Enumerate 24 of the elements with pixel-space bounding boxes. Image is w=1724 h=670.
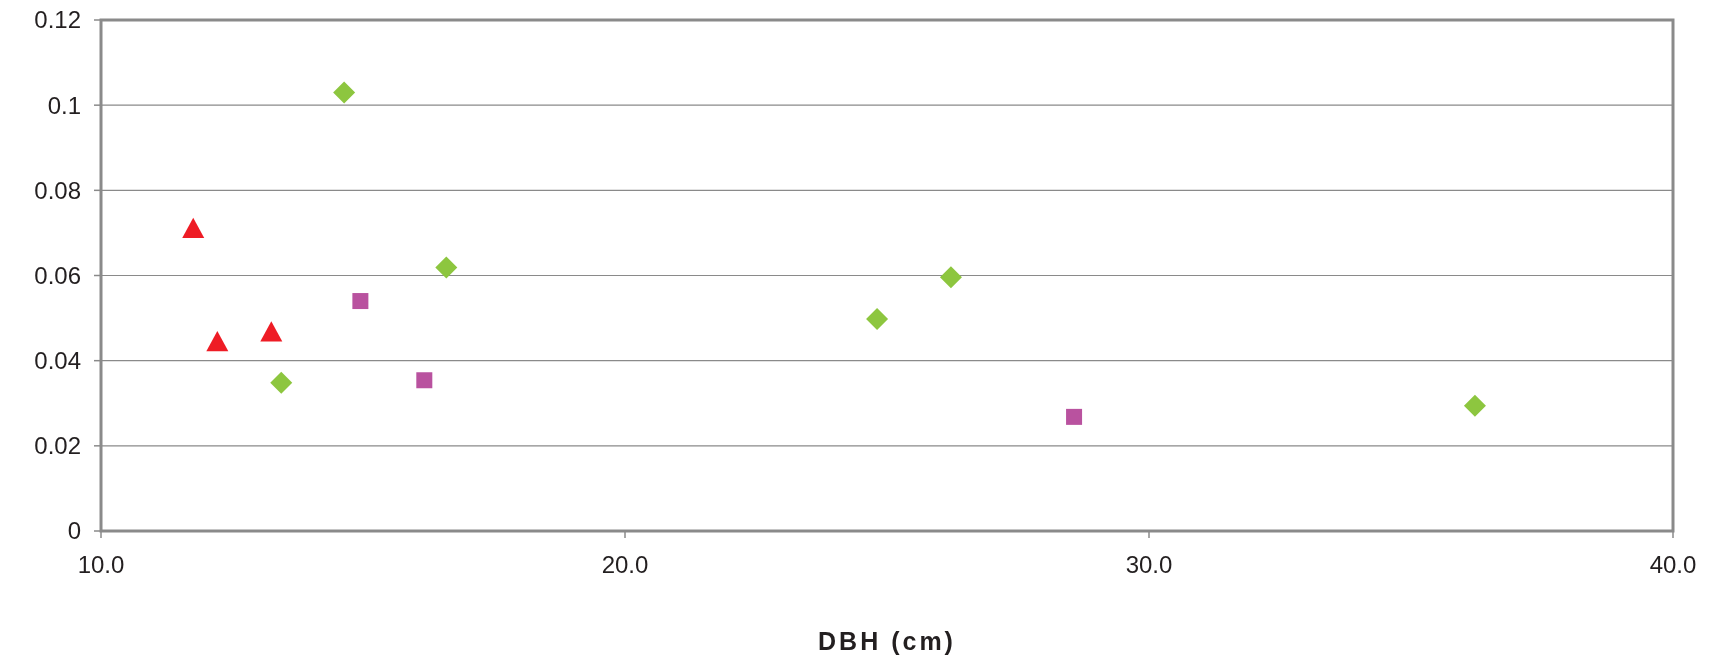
y-tick-label: 0.04 xyxy=(34,347,81,375)
x-tick-label: 20.0 xyxy=(601,551,649,578)
y-tick-label: 0.08 xyxy=(34,176,81,204)
point xyxy=(333,81,356,104)
point xyxy=(270,371,293,394)
point xyxy=(1066,408,1083,425)
point xyxy=(435,256,458,279)
point xyxy=(416,372,433,389)
y-tick-label: 0.12 xyxy=(34,6,81,34)
point xyxy=(866,307,889,330)
point xyxy=(206,330,229,352)
point xyxy=(260,321,283,342)
point xyxy=(352,293,369,310)
point xyxy=(939,266,962,289)
x-tick-label: 30.0 xyxy=(1125,551,1173,578)
x-tick-label: 40.0 xyxy=(1649,551,1697,578)
x-axis-title: DBH (cm) xyxy=(818,627,956,655)
y-tick-label: 0 xyxy=(67,517,81,545)
y-tick-label: 0.1 xyxy=(47,91,81,119)
point xyxy=(1463,394,1486,417)
point xyxy=(182,217,205,239)
x-tick-label: 10.0 xyxy=(77,551,125,578)
y-tick-label: 0.02 xyxy=(34,432,81,460)
y-tick-label: 0.06 xyxy=(34,261,81,289)
